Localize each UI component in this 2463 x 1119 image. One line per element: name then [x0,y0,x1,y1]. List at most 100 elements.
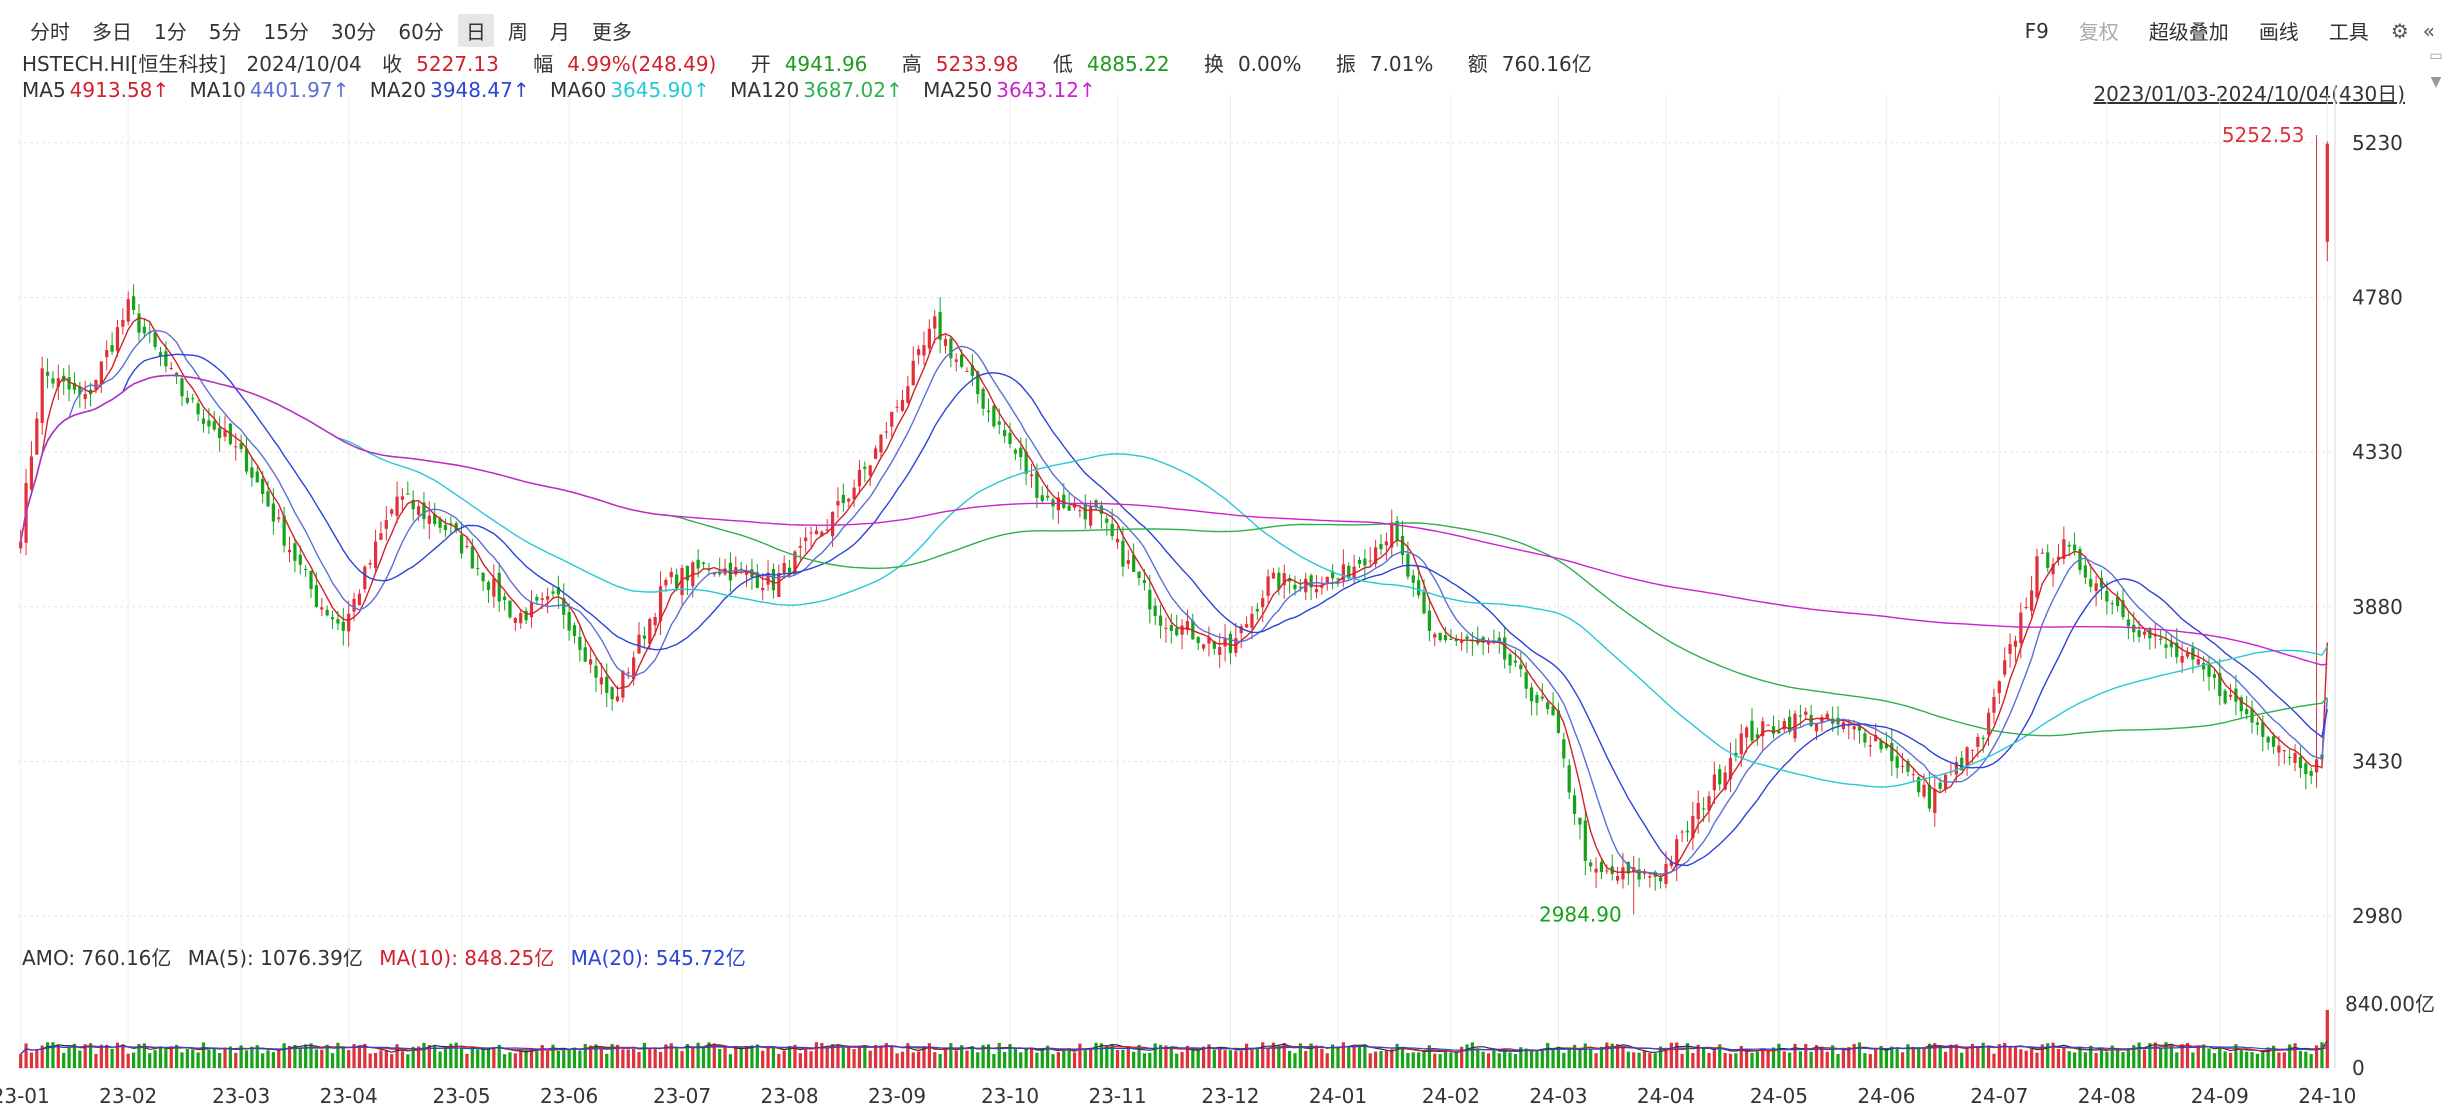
candle-body [766,572,770,585]
volume-bar [1497,1053,1501,1068]
volume-bar [2056,1048,2061,1068]
date-label: 2024/10/04 [246,52,362,76]
wp-icon[interactable]: ▭ [2429,48,2443,64]
tab-15min[interactable]: 15分 [263,20,309,44]
volume-bar [2202,1044,2206,1068]
candle-body [1529,687,1534,702]
candle-body [2132,624,2136,633]
change-field: 幅 4.99%(248.49) [533,52,717,76]
draw-button[interactable]: 画线 [2258,20,2299,44]
candle-body [976,371,980,395]
candle-body [1589,862,1593,867]
ma250-value: 3643.12↑ [996,78,1096,102]
tab-intraday[interactable]: 分时 [30,20,70,44]
ma5-line [20,317,2328,878]
volume-bar [1562,1052,1566,1068]
volume-bar [1271,1042,1276,1068]
volume-bar [314,1049,319,1068]
volume-bar [992,1053,996,1068]
candle-body [1320,584,1324,588]
volume-bar [766,1046,770,1068]
candle-body [857,469,862,487]
tab-60min[interactable]: 60分 [398,20,444,44]
tab-multiday[interactable]: 多日 [92,20,132,44]
date-range[interactable]: 2023/01/03-2024/10/04(430日) [2093,82,2405,106]
volume-bar [1390,1049,1394,1068]
volume-bar [1223,1050,1227,1068]
tools-button[interactable]: 工具 [2328,20,2369,44]
volume-bar [1320,1048,1324,1068]
tab-1min[interactable]: 1分 [154,20,187,44]
volume-bar [153,1050,157,1068]
fuquan-button[interactable]: 复权 [2078,20,2119,44]
candle-body [675,574,679,589]
candle-body [2293,753,2297,764]
volume-bar [1766,1050,1770,1068]
volume-bar [1771,1047,1776,1068]
volume-bar [433,1046,437,1068]
candle-body [847,498,851,502]
candle-body [2024,607,2028,609]
volume-bar [2003,1042,2007,1068]
candle-body [1761,721,1765,737]
volume-bar [2255,1053,2260,1068]
volume-bar [1879,1045,1883,1068]
f9-button[interactable]: F9 [2024,18,2049,43]
candle-body [368,562,372,565]
candle-body [1562,739,1566,759]
gear-icon[interactable]: ⚙ [2390,18,2409,43]
candle-body [492,578,496,597]
candle-body [981,388,985,409]
candle-body [2223,690,2227,704]
tab-5min[interactable]: 5分 [208,20,242,44]
volume-bar [234,1052,238,1068]
volume-bar [1266,1048,1270,1068]
collapse-icon[interactable]: « [2422,18,2435,43]
volume-bar [621,1049,625,1068]
volume-bar [1094,1042,1098,1068]
volume-bar [1809,1051,1813,1068]
volume-bar [572,1047,577,1068]
candle-body [744,571,749,575]
volume-bar [1180,1051,1184,1068]
volume-bar [239,1045,243,1068]
tab-daily[interactable]: 日 [457,14,494,47]
tab-monthly[interactable]: 月 [549,20,570,44]
volume-bar [900,1051,905,1068]
volume-bar [1648,1053,1652,1068]
volume-bar [1793,1043,1797,1068]
candle-body [938,311,942,340]
candle-body [1986,712,1991,735]
volume-bar [1422,1052,1426,1068]
volume-bar [2309,1053,2313,1068]
candle-body [218,427,222,439]
candle-body [2175,642,2179,658]
candle-body [1728,757,1733,780]
volume-bar [927,1043,931,1068]
candle-body [911,360,915,386]
volume-bar [1164,1045,1168,1068]
candle-body [1417,580,1421,596]
volume-bar [1847,1047,1851,1068]
volume-bar [298,1048,302,1068]
candle-body [1788,716,1792,732]
volume-bar [2196,1045,2200,1068]
volume-bar [422,1042,426,1068]
volume-bar [884,1043,888,1068]
high-annotation: 5252.53 [2222,123,2305,147]
candle-body [583,647,587,662]
volume-bar [1454,1052,1458,1068]
volume-bar [863,1044,867,1068]
dropdown-icon[interactable]: ▼ [2430,74,2442,90]
volume-bar [793,1044,797,1068]
candle-body [94,379,98,390]
tab-weekly[interactable]: 周 [507,20,528,44]
tab-30min[interactable]: 30分 [330,20,377,44]
candle-body [1422,591,1426,614]
tab-more[interactable]: 更多 [591,20,632,44]
candle-body [567,611,571,631]
candle-body [2245,709,2249,715]
overlay-button[interactable]: 超级叠加 [2148,20,2229,44]
ma5-value: 4913.58↑ [69,78,170,102]
